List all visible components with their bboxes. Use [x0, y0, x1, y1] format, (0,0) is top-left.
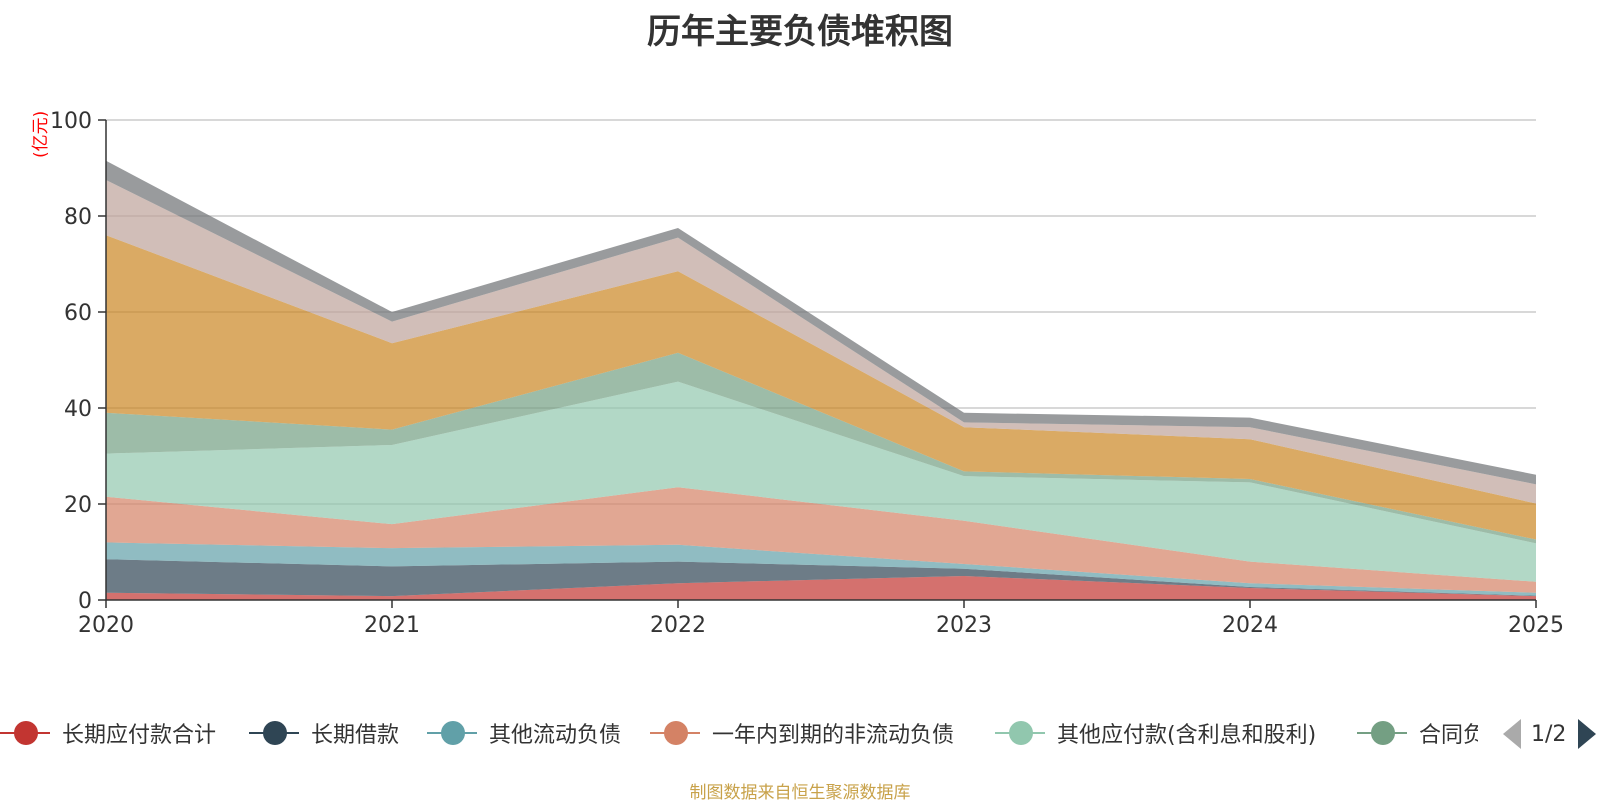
legend-dot-icon [664, 721, 688, 745]
legend-item-current-portion-noncurrent[interactable]: 一年内到期的非流动负债 [650, 713, 954, 753]
legend-dot-icon [263, 721, 287, 745]
prev-page-icon[interactable] [1503, 719, 1521, 749]
area-series [106, 235, 1536, 540]
legend-item-other-current-liabilities[interactable]: 其他流动负债 [427, 713, 621, 753]
y-tick-label: 100 [50, 109, 92, 134]
legend-item-long-term-payables[interactable]: 长期应付款合计 [0, 713, 216, 753]
legend-marker [427, 721, 477, 745]
area-series [106, 487, 1536, 593]
x-tick-label: 2024 [1222, 613, 1278, 638]
legend-dot-icon [1371, 721, 1395, 745]
x-tick-label: 2022 [650, 613, 706, 638]
legend-marker [1357, 721, 1407, 745]
legend-label: 合同负债 [1419, 723, 1478, 748]
legend-dot-icon [441, 721, 465, 745]
area-series [106, 180, 1536, 504]
legend-label: 长期借款 [311, 723, 400, 748]
data-source-note: 制图数据来自恒生聚源数据库 [689, 783, 911, 803]
y-tick-label: 0 [78, 589, 92, 614]
legend-label: 其他应付款(含利息和股利) [1057, 723, 1317, 748]
area-series [106, 160, 1536, 485]
next-page-icon[interactable] [1578, 719, 1597, 749]
legend-item-long-term-loans[interactable]: 长期借款 [249, 713, 399, 753]
x-tick-label: 2023 [936, 613, 992, 638]
y-tick-label: 80 [64, 205, 92, 230]
y-tick-label: 20 [64, 493, 92, 518]
legend-page-indicator: 1/2 [1531, 721, 1567, 747]
x-tick-label: 2021 [364, 613, 420, 638]
legend-item-other-payables[interactable]: 其他应付款(含利息和股利) [995, 713, 1316, 753]
legend-marker [650, 721, 700, 745]
legend-label: 一年内到期的非流动负债 [712, 723, 955, 748]
legend-label: 其他流动负债 [489, 723, 622, 748]
y-tick-label: 40 [64, 397, 92, 422]
legend: 长期应付款合计 长期借款 其他流动负债 一年内到期的非流动负债 其他应付款(含利… [0, 713, 1478, 753]
legend-marker [995, 721, 1045, 745]
legend-dot-icon [1009, 721, 1033, 745]
x-tick-label: 2020 [78, 613, 134, 638]
legend-item-contract-liabilities[interactable]: 合同负债 [1357, 713, 1478, 753]
legend-marker [0, 721, 50, 745]
legend-marker [249, 721, 299, 745]
area-series [106, 381, 1536, 582]
legend-dot-icon [14, 721, 38, 745]
area-series [106, 559, 1536, 597]
legend-pager: 1/2 [1503, 716, 1597, 752]
y-tick-label: 60 [64, 301, 92, 326]
legend-label: 长期应付款合计 [62, 723, 217, 748]
y-axis-unit-label: (亿元) [31, 110, 51, 158]
area-series [106, 576, 1536, 600]
chart-title: 历年主要负债堆积图 [647, 12, 953, 52]
x-tick-label: 2025 [1508, 613, 1564, 638]
area-series [106, 542, 1536, 596]
